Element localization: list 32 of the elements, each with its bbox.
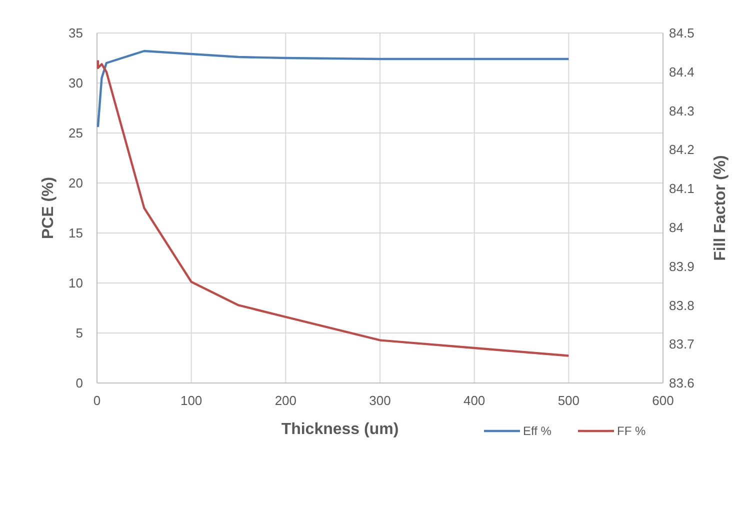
y2-tick-label: 84.1: [669, 181, 694, 196]
y-tick-label: 15: [68, 226, 83, 241]
y2-tick-label: 83.9: [669, 258, 694, 274]
y-tick-label: 25: [68, 126, 83, 141]
y2-tick-label: 83.6: [669, 376, 694, 391]
x-tick-label: 500: [558, 393, 580, 408]
y2-tick-label: 84.2: [669, 142, 694, 158]
y2-tick-label: 84.5: [669, 26, 694, 41]
legend-label: FF %: [617, 424, 646, 438]
y-tick-label: 20: [68, 176, 83, 191]
y2-tick-label: 84.3: [669, 103, 694, 118]
y-axis-title: PCE (%): [40, 176, 57, 240]
y2-axis-title: Fill Factor (%): [712, 155, 729, 261]
y-tick-label: 5: [76, 326, 83, 341]
x-tick-label: 200: [274, 393, 297, 408]
legend-label: Eff %: [523, 424, 552, 438]
x-tick-label: 400: [463, 393, 486, 408]
y-tick-label: 0: [76, 376, 83, 391]
y2-tick-label: 84.4: [669, 64, 694, 80]
line-series: [96, 50, 570, 128]
x-tick-label: 100: [180, 393, 202, 408]
x-axis-title: Thickness (um): [281, 421, 399, 438]
y-tick-label: 10: [68, 276, 83, 291]
y-tick-label: 30: [68, 76, 83, 91]
x-tick-label: 600: [652, 393, 674, 408]
y2-tick-label: 84: [669, 220, 684, 235]
y-tick-label: 35: [68, 26, 83, 41]
y2-tick-label: 83.8: [669, 298, 694, 313]
x-tick-label: 300: [369, 393, 391, 408]
x-tick-label: 0: [93, 393, 101, 408]
line-series: [96, 59, 570, 357]
y2-tick-label: 83.7: [669, 336, 694, 352]
